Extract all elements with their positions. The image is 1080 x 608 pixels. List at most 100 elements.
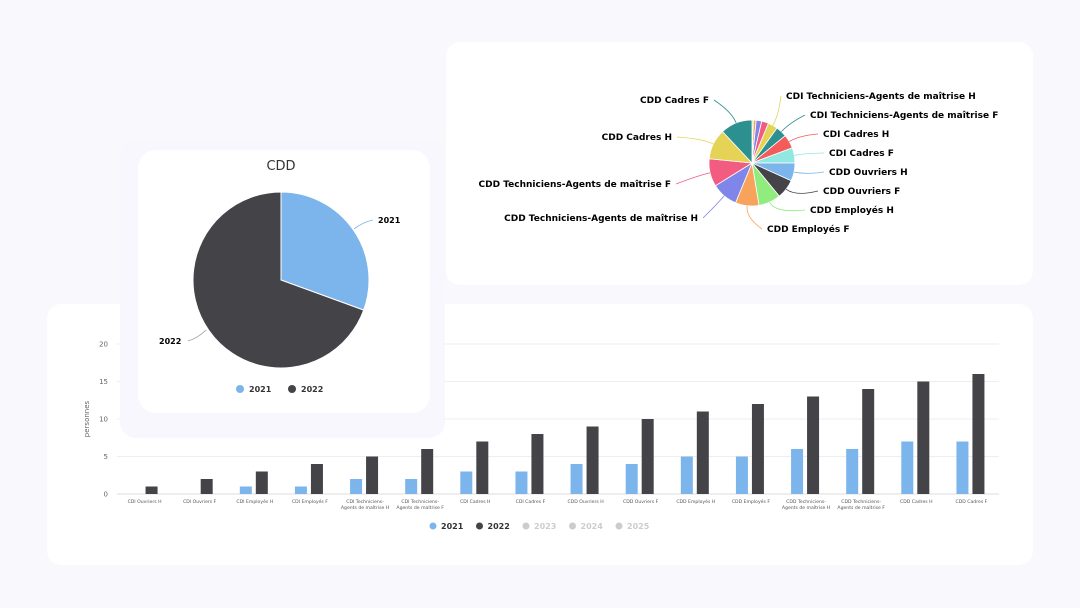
bar-2022[interactable] (366, 456, 379, 495)
cdd-pie-title: CDD (266, 159, 295, 174)
bar-2021[interactable] (625, 464, 638, 494)
x-category-label: CDD Cadres H (900, 499, 933, 505)
legend-item-2022[interactable]: 2022 (288, 385, 323, 394)
x-category-label: CDD Cadres F (956, 499, 988, 505)
x-category-label: CDI Techniciens- (401, 499, 439, 505)
bar-2022[interactable] (476, 441, 489, 495)
x-category-label: CDI Employés F (292, 498, 328, 505)
x-category-label: CDI Cadres F (516, 499, 546, 505)
bar-2022[interactable] (200, 479, 213, 494)
x-category-label: Agents de maîtrise F (837, 504, 885, 511)
bar-2022[interactable] (862, 389, 875, 494)
bar-2021[interactable] (405, 479, 418, 494)
pie-label: CDD Cadres H (602, 133, 672, 143)
bar-2021[interactable] (735, 456, 748, 495)
y-tick-label: 10 (99, 416, 108, 424)
pie-label: CDI Techniciens-Agents de maîtrise H (786, 92, 976, 102)
bar-2021[interactable] (901, 441, 914, 495)
bar-2022[interactable] (696, 411, 709, 495)
connector-line (187, 329, 207, 342)
x-category-label: CDD Ouvriers F (623, 499, 659, 505)
x-category-label: CDD Employés H (676, 498, 715, 505)
pie-label: CDI Cadres F (829, 149, 894, 159)
legend-label: 2022 (488, 522, 510, 531)
legend-label: 2021 (441, 522, 464, 531)
y-axis-label: personnes (83, 400, 91, 437)
cdd-pie-card: CDD 2021 2022 2021 2022 (138, 150, 430, 413)
bar-chart-x-axis: CDI Ouvriers H CDI Ouvriers F CDI Employés… (128, 498, 988, 511)
bar-2022[interactable] (972, 374, 985, 494)
legend-dot-icon (522, 522, 530, 530)
bar-2022[interactable] (531, 434, 544, 494)
connector-line (746, 205, 763, 230)
y-tick-label: 20 (99, 341, 108, 349)
connector-line (793, 171, 825, 174)
bar-2021[interactable] (239, 486, 252, 495)
y-tick-label: 0 (104, 491, 108, 499)
x-category-label: CDD Employés F (732, 498, 771, 505)
legend-item-2024[interactable]: 2024 (569, 522, 603, 531)
bar-2021[interactable] (350, 479, 363, 494)
x-category-label: CDI Ouvriers F (183, 499, 217, 505)
category-pie-chart: CDI Techniciens-Agents de maîtrise H CDI … (479, 92, 999, 235)
bar-2021[interactable] (460, 471, 473, 495)
pie-label: CDD Techniciens-Agents de maîtrise F (479, 180, 671, 190)
x-category-label: CDI Cadres H (460, 499, 490, 505)
x-category-label: CDI Techniciens- (346, 499, 384, 505)
bar-2021[interactable] (570, 464, 583, 494)
bar-2022[interactable] (586, 426, 599, 495)
pie-label: CDD Techniciens-Agents de maîtrise H (504, 214, 698, 224)
connector-line (789, 133, 819, 142)
bar-2021[interactable] (846, 449, 859, 494)
x-category-label: CDI Ouvriers H (128, 499, 162, 505)
x-category-label: Agents de maîtrise H (341, 504, 389, 511)
bar-2022[interactable] (421, 449, 434, 494)
legend-label: 2024 (581, 522, 604, 531)
cdd-pie-legend: 2021 2022 (236, 385, 323, 394)
pie-label: CDD Cadres F (640, 96, 709, 106)
bar-2022[interactable] (751, 404, 764, 494)
bar-2022[interactable] (641, 419, 654, 494)
bar-2022[interactable] (145, 486, 158, 495)
bar-2021[interactable] (680, 456, 693, 495)
pie-slice-2022[interactable] (192, 191, 365, 369)
bar-2021[interactable] (791, 449, 804, 494)
x-category-label: CDD Techniciens- (786, 499, 826, 505)
bar-2021[interactable] (956, 441, 969, 495)
bar-2021[interactable] (294, 486, 307, 495)
connector-line (794, 152, 825, 156)
legend-item-2022[interactable]: 2022 (476, 522, 510, 531)
connector-line (785, 188, 819, 194)
y-tick-label: 15 (99, 378, 108, 386)
legend-item-2025[interactable]: 2025 (615, 522, 650, 531)
legend-dot-icon (615, 522, 623, 530)
legend-item-2023[interactable]: 2023 (522, 522, 557, 531)
x-category-label: Agents de maîtrise H (782, 504, 830, 511)
legend-dot-icon (569, 522, 576, 530)
connector-line (772, 95, 782, 126)
bar-2022[interactable] (807, 396, 820, 495)
cdd-pie-labels: 2021 2022 (159, 216, 401, 346)
legend-item-2021[interactable]: 2021 (236, 385, 272, 394)
pie-label: CDI Techniciens-Agents de maîtrise F (810, 111, 998, 121)
bar-2022[interactable] (917, 381, 930, 495)
x-category-label: Agents de maîtrise F (396, 504, 444, 511)
pie-label: CDD Ouvriers F (823, 187, 900, 197)
connector-line (769, 201, 806, 212)
legend-dot-icon (288, 385, 296, 393)
category-pie-slices (708, 119, 796, 207)
legend-dot-icon (429, 522, 437, 530)
category-pie-card: CDI Techniciens-Agents de maîtrise H CDI … (446, 42, 1033, 285)
pie-label-2022: 2022 (159, 337, 181, 346)
bar-chart-bars (145, 374, 985, 495)
pie-slice-2021[interactable] (280, 191, 370, 311)
bar-chart-y-axis: 0 5 10 15 20 (99, 341, 108, 499)
cdd-pie-chart: CDD 2021 2022 2021 2022 (159, 159, 401, 394)
bar-chart-legend: 2021 2022 2023 2024 2025 (429, 522, 650, 531)
bar-2022[interactable] (310, 464, 323, 494)
bar-2022[interactable] (255, 471, 268, 495)
legend-item-2021[interactable]: 2021 (429, 522, 464, 531)
bar-2021[interactable] (515, 471, 528, 495)
connector-line (702, 195, 725, 219)
pie-slice[interactable] (722, 119, 753, 165)
